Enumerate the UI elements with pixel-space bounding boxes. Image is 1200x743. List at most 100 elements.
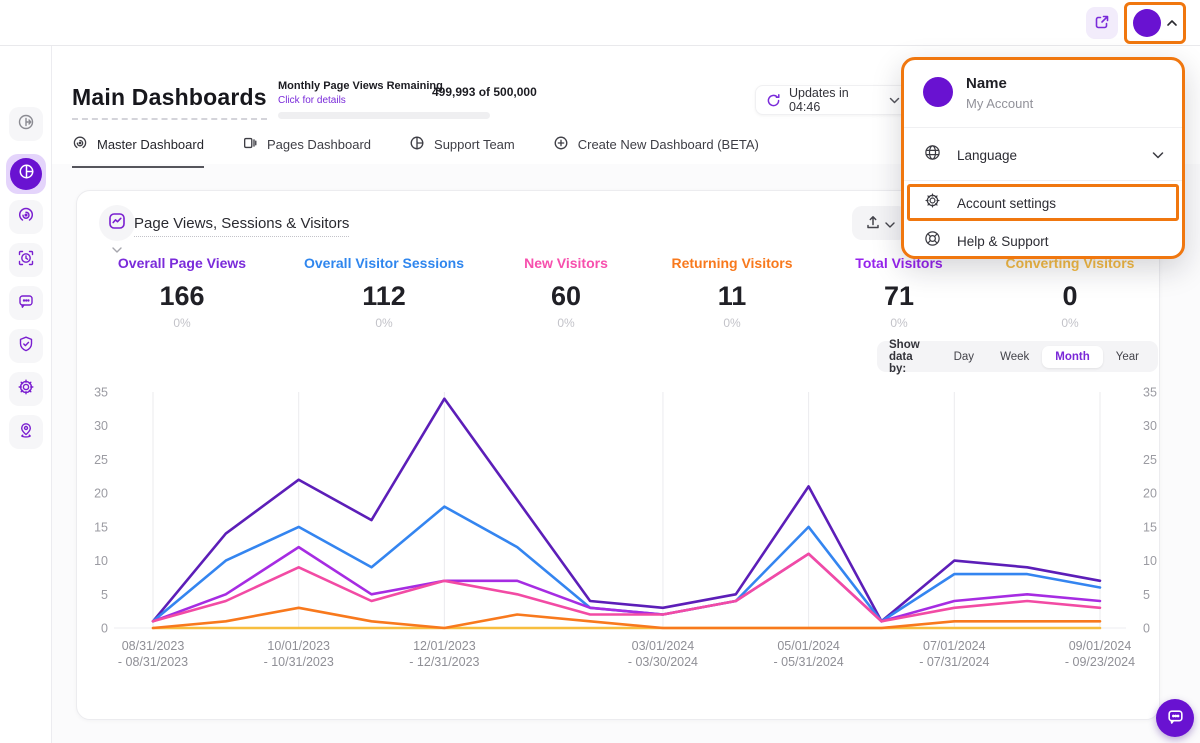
export-button[interactable] — [852, 206, 908, 240]
show-data-by-month[interactable]: Month — [1042, 346, 1102, 368]
svg-text:15: 15 — [1143, 520, 1157, 534]
menu-item-help-support[interactable]: Help & Support — [904, 223, 1182, 259]
metric-label[interactable]: Overall Page Views — [118, 255, 246, 271]
svg-text:- 08/31/2023: - 08/31/2023 — [118, 655, 188, 669]
metric-label[interactable]: Overall Visitor Sessions — [304, 255, 464, 271]
svg-text:05/01/2024: 05/01/2024 — [777, 639, 840, 653]
metric-delta: 0% — [671, 316, 792, 330]
chevron-up-icon — [1166, 14, 1178, 32]
svg-text:15: 15 — [94, 520, 108, 534]
svg-text:20: 20 — [1143, 487, 1157, 501]
tab-support-team[interactable]: Support Team — [409, 135, 515, 168]
sidebar-item-master-dashboard[interactable] — [9, 200, 43, 234]
gauge-icon — [72, 135, 88, 154]
svg-text:0: 0 — [101, 622, 108, 636]
metric-value: 112 — [304, 281, 464, 312]
chat-bubble-icon — [17, 292, 35, 315]
tab-create-new-dashboard[interactable]: Create New Dashboard (BETA) — [553, 135, 759, 168]
quota-progress-bar — [278, 112, 490, 119]
sidebar — [0, 46, 52, 743]
metric-converting-visitors: Converting Visitors 0 0% — [1006, 255, 1135, 330]
svg-text:09/01/2024: 09/01/2024 — [1069, 639, 1132, 653]
updates-label: Updates in 04:46 — [789, 86, 881, 114]
sidebar-item-settings[interactable] — [9, 372, 43, 406]
tab-master-dashboard[interactable]: Master Dashboard — [72, 135, 204, 168]
sidebar-item-sessions[interactable] — [9, 243, 43, 277]
metric-delta: 0% — [855, 316, 942, 330]
metric-label[interactable]: Returning Visitors — [671, 255, 792, 271]
metric-delta: 0% — [524, 316, 608, 330]
metric-value: 11 — [671, 281, 792, 312]
dashboard-tabs: Master Dashboard Pages Dashboard Support… — [72, 135, 759, 168]
user-name: Name — [966, 75, 1007, 92]
avatar[interactable] — [1133, 9, 1161, 37]
feedback-chat-button[interactable] — [1156, 699, 1194, 737]
svg-text:08/31/2023: 08/31/2023 — [122, 639, 185, 653]
menu-item-label: Help & Support — [957, 234, 1049, 249]
menu-item-account-settings[interactable]: Account settings — [904, 185, 1182, 221]
svg-text:10/01/2023: 10/01/2023 — [267, 639, 330, 653]
support-circle-icon — [409, 135, 425, 154]
svg-text:- 03/30/2024: - 03/30/2024 — [628, 655, 698, 669]
svg-text:- 12/31/2023: - 12/31/2023 — [409, 655, 479, 669]
sidebar-item-privacy[interactable] — [9, 329, 43, 363]
svg-text:07/01/2024: 07/01/2024 — [923, 639, 986, 653]
svg-text:- 07/31/2024: - 07/31/2024 — [919, 655, 989, 669]
metric-label[interactable]: New Visitors — [524, 255, 608, 271]
map-pin-icon — [17, 421, 35, 444]
external-link-icon — [1094, 14, 1110, 33]
account-dropdown-menu: Name My Account Language Account setting… — [901, 57, 1185, 259]
svg-text:- 10/31/2023: - 10/31/2023 — [264, 655, 334, 669]
avatar — [923, 77, 953, 107]
account-menu-trigger[interactable] — [1124, 2, 1186, 44]
svg-text:5: 5 — [101, 588, 108, 602]
show-data-by-week[interactable]: Week — [987, 346, 1042, 368]
sidebar-item-dashboards-active[interactable] — [6, 154, 46, 194]
shield-check-icon — [17, 335, 35, 358]
show-data-by-label: Show data by: — [889, 339, 931, 375]
show-data-by-year[interactable]: Year — [1103, 346, 1152, 368]
quota-details-link[interactable]: Click for details — [278, 95, 346, 106]
metric-value: 60 — [524, 281, 608, 312]
columns-icon — [242, 135, 258, 154]
tab-label: Support Team — [434, 137, 515, 152]
gauge-icon — [17, 206, 35, 229]
card-title: Page Views, Sessions & Visitors — [134, 215, 349, 237]
svg-text:30: 30 — [94, 419, 108, 433]
menu-item-language[interactable]: Language — [904, 137, 1182, 173]
metric-value: 71 — [855, 281, 942, 312]
divider — [904, 127, 1182, 128]
metric-total-visitors: Total Visitors 71 0% — [855, 255, 942, 330]
sidebar-item-location[interactable] — [9, 415, 43, 449]
top-bar — [0, 0, 1200, 46]
refresh-icon — [766, 93, 781, 108]
updates-dropdown[interactable]: Updates in 04:46 — [755, 85, 911, 115]
metric-returning-visitors: Returning Visitors 11 0% — [671, 255, 792, 330]
svg-text:10: 10 — [94, 554, 108, 568]
page-title: Main Dashboards — [72, 84, 267, 120]
chevron-down-icon — [1152, 146, 1164, 164]
show-data-by-day[interactable]: Day — [941, 346, 987, 368]
chevron-down-icon — [889, 97, 900, 104]
tab-pages-dashboard[interactable]: Pages Dashboard — [242, 135, 371, 168]
svg-text:- 05/31/2024: - 05/31/2024 — [774, 655, 844, 669]
account-type: My Account — [966, 96, 1033, 111]
svg-text:35: 35 — [1143, 386, 1157, 400]
lifebuoy-icon — [924, 230, 941, 252]
metric-delta: 0% — [118, 316, 246, 330]
sidebar-item-messages[interactable] — [9, 286, 43, 320]
plus-circle-icon — [553, 135, 569, 154]
chevron-down-icon — [885, 216, 895, 231]
open-external-button[interactable] — [1086, 7, 1118, 39]
svg-text:20: 20 — [94, 487, 108, 501]
logout-arrow-icon — [17, 113, 35, 136]
sidebar-item-collapse[interactable] — [9, 107, 43, 141]
metric-overall-visitor-sessions: Overall Visitor Sessions 112 0% — [304, 255, 464, 330]
session-target-clock-icon — [17, 249, 35, 272]
menu-item-label: Account settings — [957, 196, 1056, 211]
tab-label: Pages Dashboard — [267, 137, 371, 152]
quota-value: 499,993 of 500,000 — [432, 85, 537, 99]
metric-value: 0 — [1006, 281, 1135, 312]
svg-text:25: 25 — [1143, 453, 1157, 467]
svg-text:25: 25 — [94, 453, 108, 467]
